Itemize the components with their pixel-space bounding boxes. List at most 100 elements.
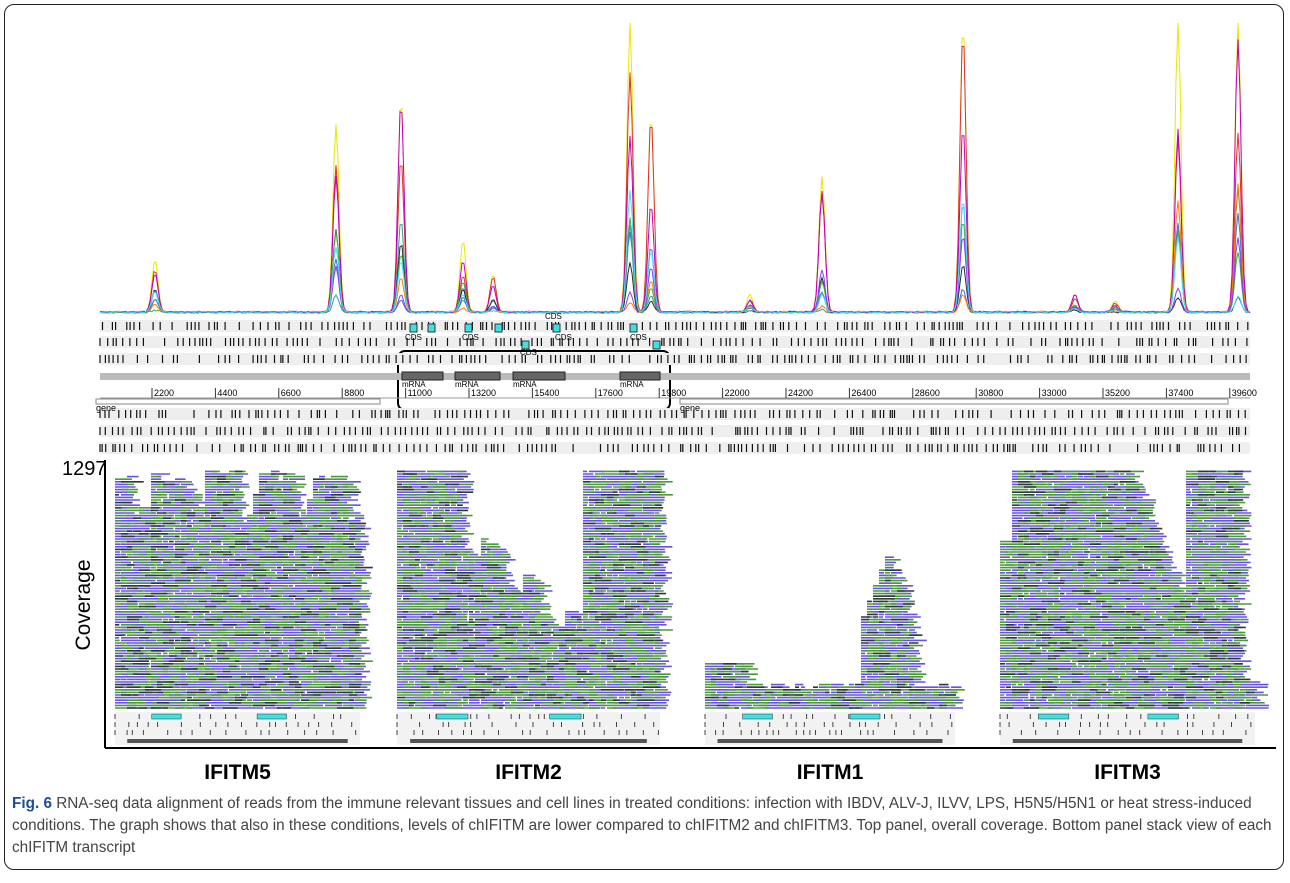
gene-name: IFITM5 [204,761,271,784]
gene-name: IFITM1 [797,761,864,784]
figure-frame [4,4,1284,870]
cds-box [552,323,561,333]
mini-ticks [114,722,353,727]
mini-cds [256,713,287,720]
mini-cds [1147,713,1179,720]
coord-label: 35200 [1105,388,1130,398]
coord-label: 19800 [661,388,686,398]
read-stack [397,470,673,709]
track-ticks [101,322,1249,330]
caption-label: Fig. 6 [12,795,52,812]
cds-box [521,340,530,350]
mini-mrna [1012,739,1243,743]
coord-label: 11000 [408,388,432,398]
mrna-box [512,371,566,381]
mini-mrna [410,739,647,743]
mini-ticks [999,730,1247,735]
coverage-line [99,22,1251,314]
coord-label: 15400 [534,388,559,398]
read-stack [115,470,372,709]
mini-ticks [704,722,953,727]
mini-mrna [127,739,348,743]
gene-name: IFITM3 [1094,761,1161,784]
cds-label: CDS [405,333,422,342]
read-stack [705,559,965,709]
mini-ticks [396,722,655,727]
track-bg [100,408,1250,420]
read-stack [397,470,673,709]
read-stack [115,470,373,709]
coverage-line [99,212,1251,314]
mrna-label: mRNA [455,380,479,389]
mini-ticks [999,722,1252,727]
coverage-line [99,188,1251,314]
cds-box [427,323,436,333]
coverage-line [99,183,1251,314]
read-stack [705,556,964,709]
coord-label: 13200 [471,388,496,398]
y-axis-label: Coverage [72,559,95,650]
mrna-label: mRNA [513,380,537,389]
coord-label: 33000 [1042,388,1067,398]
coord-label: 6600 [281,388,301,398]
mrna-label: mRNA [620,380,644,389]
mrna-box [401,371,444,381]
coord-label: 28600 [915,388,940,398]
mrna-box [454,371,501,381]
cds-box [629,323,638,333]
coverage-line [100,45,1251,314]
coord-label: 2200 [154,388,174,398]
coord-label: 37400 [1168,388,1193,398]
read-stack [1000,470,1268,709]
track-ticks [99,355,1247,363]
track-ticks [99,338,1248,346]
cds-box [652,340,661,350]
gene-label: gene [96,403,116,413]
track-ticks [99,410,1246,418]
coord-label: 17600 [598,388,623,398]
coord-label: 4400 [217,388,237,398]
cds-label: CDS [630,333,647,342]
gene-span [95,398,381,405]
read-stack [705,569,957,709]
read-stack [397,470,669,709]
track-bg [100,336,1250,348]
mini-cds [151,713,182,720]
gene-bar [100,373,1250,380]
cds-label: CDS [545,312,562,321]
track-ticks [99,427,1247,435]
gene-span [679,398,1229,405]
track-bg [100,442,1250,454]
cds-label: CDS [520,348,537,357]
coord-label: 24200 [788,388,813,398]
coverage-line [99,189,1251,314]
mrna-label: mRNA [402,380,426,389]
track-bg [100,425,1250,437]
figure: 1297 Coverage CDS CDS CDS CDS CDS CDS mRNA mRNA… [62,22,1276,784]
caption-text: RNA-seq data alignment of reads from the… [12,795,1272,856]
mini-cds [436,713,469,720]
cds-box [464,323,473,333]
mini-cds [849,713,881,720]
read-stack [1000,470,1255,709]
caption: Fig. 6 RNA-seq data alignment of reads f… [12,793,1280,859]
mini-mrna [717,739,943,743]
mini-ticks [396,730,659,735]
mini-ticks [704,730,949,735]
coord-label: 30800 [978,388,1003,398]
coverage-line [99,39,1251,314]
cds-label: CDS [555,333,572,342]
mini-cds [1038,713,1070,720]
track-ticks [99,444,1240,452]
mini-cds [742,713,773,720]
mrna-box [619,371,661,381]
coord-label: 39600 [1232,388,1257,398]
read-stack [1000,470,1269,709]
gene-label: gene [680,403,700,413]
y-max-label: 1297 [62,458,107,480]
cds-box [409,323,418,333]
coord-label: 8800 [344,388,364,398]
gene-name: IFITM2 [495,761,562,784]
coord-label: 26400 [851,388,876,398]
